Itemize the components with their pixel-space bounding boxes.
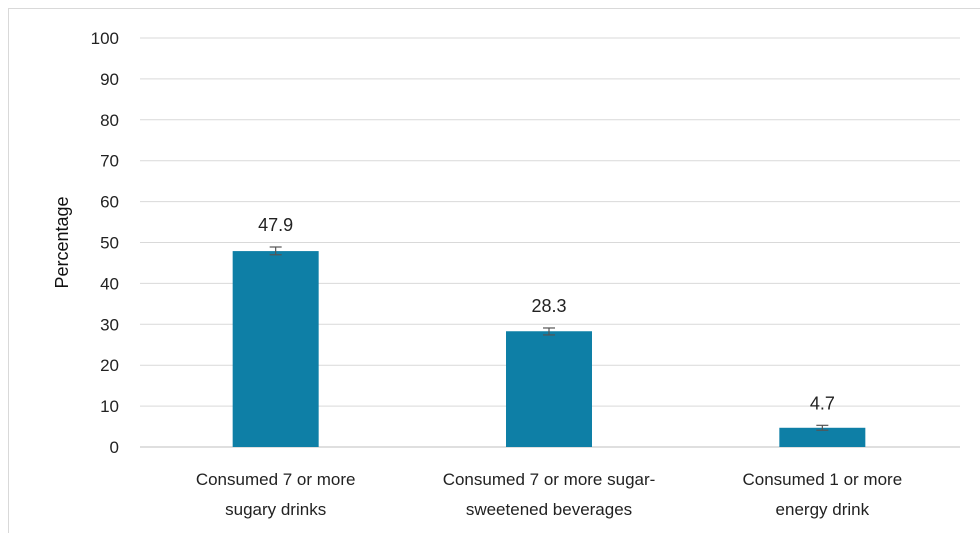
y-tick-label: 30 <box>100 315 119 334</box>
x-category-label: Consumed 1 or more <box>742 470 902 489</box>
y-tick-label: 80 <box>100 111 119 130</box>
x-category-label: Consumed 7 or more <box>196 470 356 489</box>
bar <box>506 331 592 447</box>
y-tick-label: 50 <box>100 234 119 253</box>
x-category-label: Consumed 7 or more sugar- <box>443 470 656 489</box>
y-tick-label: 0 <box>110 438 119 457</box>
y-tick-label: 20 <box>100 356 119 375</box>
y-tick-label: 60 <box>100 193 119 212</box>
x-category-label: sweetened beverages <box>466 500 632 519</box>
chart-frame <box>8 8 980 533</box>
bar <box>779 427 866 447</box>
y-tick-label: 100 <box>91 29 119 48</box>
y-tick-label: 40 <box>100 274 119 293</box>
y-tick-label: 70 <box>100 152 119 171</box>
y-axis-title: Percentage <box>52 196 72 288</box>
x-category-label: sugary drinks <box>225 500 326 519</box>
x-category-label: energy drink <box>776 500 870 519</box>
bar <box>232 251 319 447</box>
y-tick-label: 90 <box>100 70 119 89</box>
data-label: 4.7 <box>810 393 835 413</box>
y-tick-label: 10 <box>100 397 119 416</box>
data-label: 47.9 <box>258 215 293 235</box>
data-label: 28.3 <box>531 296 566 316</box>
